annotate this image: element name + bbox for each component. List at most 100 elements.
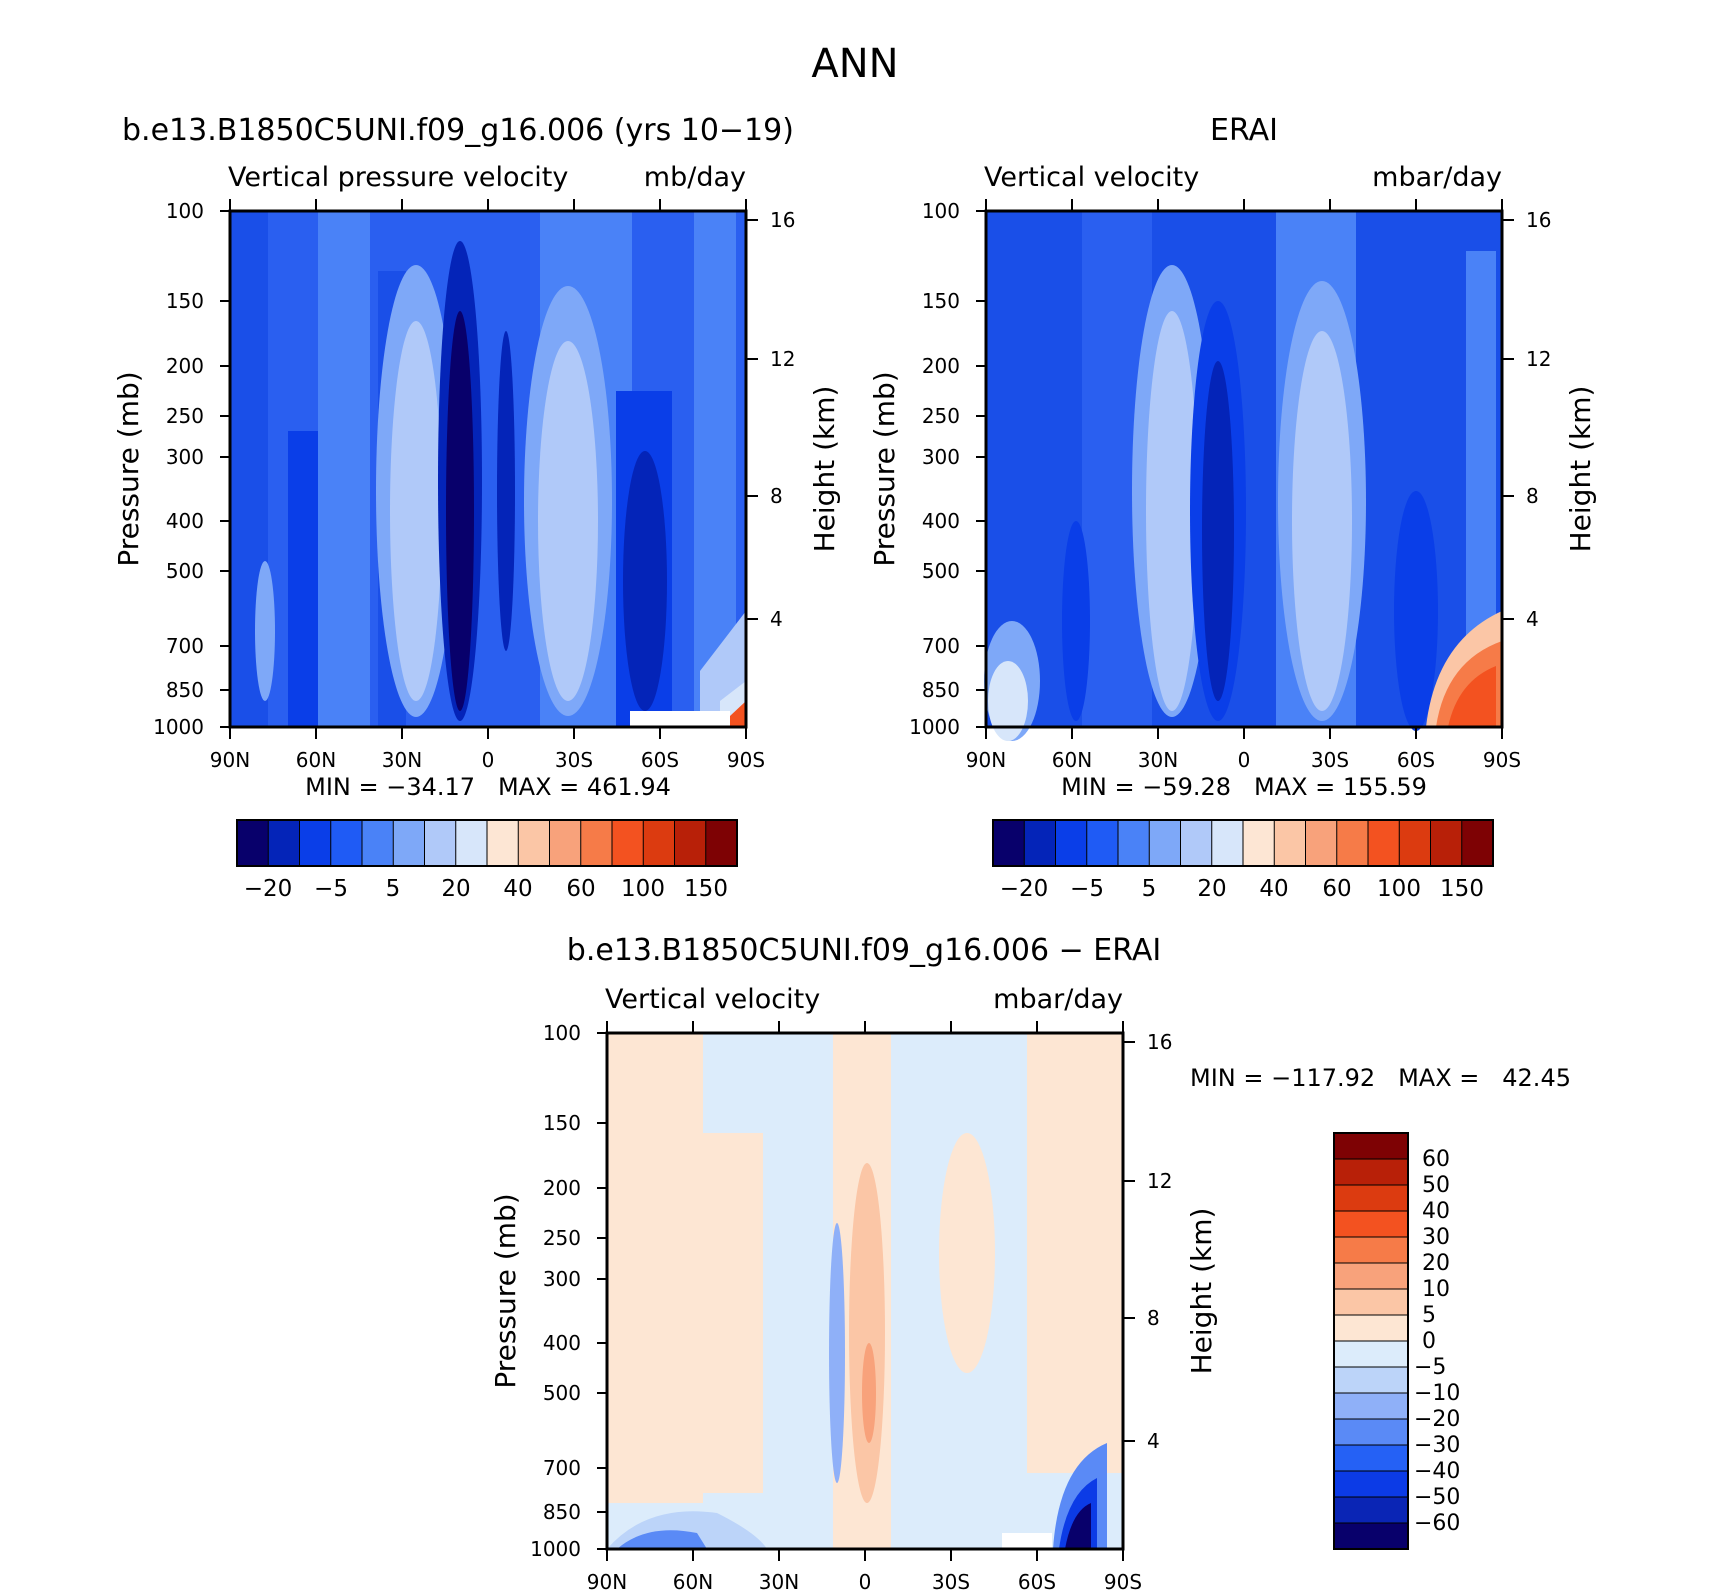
colorbar-cell — [299, 819, 332, 867]
colorbar-label: 5 — [1142, 876, 1157, 902]
y-axis-left: 100 150 200 250 300 400 500 700 850 1000 — [909, 199, 986, 739]
y-tick-label: 100 — [922, 199, 960, 223]
colorbar-cell — [1333, 1288, 1409, 1316]
y-tick-label: 200 — [922, 354, 960, 378]
contour-band — [538, 341, 598, 701]
x-tick-label: 60S — [1397, 748, 1435, 772]
colorbar-label: 60 — [566, 876, 595, 902]
contour-band — [1065, 1503, 1091, 1549]
panel-model-title: b.e13.B1850C5UNI.f09_g16.006 (yrs 10−19) — [122, 113, 794, 148]
y-tick-label: 1000 — [909, 715, 960, 739]
colorbar-cell — [1023, 819, 1057, 867]
contour-band — [862, 1343, 876, 1443]
contour-band — [288, 431, 318, 727]
colorbar-cell — [1336, 819, 1369, 867]
y-tick-label: 200 — [543, 1176, 581, 1200]
minmax-label: MIN = −34.17 MAX = 461.94 — [305, 773, 671, 801]
contour-band — [497, 331, 515, 651]
x-tick-label: 30S — [1311, 748, 1349, 772]
colorbar-cell — [1242, 819, 1276, 867]
y-tick-label: 850 — [543, 1500, 581, 1524]
y2-tick-label: 4 — [1147, 1429, 1160, 1453]
colorbar-cell — [1333, 1470, 1409, 1498]
y2-tick-label: 16 — [1147, 1030, 1172, 1054]
colorbar-cell — [1305, 819, 1338, 867]
colorbar-label: 40 — [1422, 1199, 1450, 1224]
colorbar-cell — [1333, 1262, 1409, 1290]
y-tick-label: 150 — [922, 289, 960, 313]
colorbar-label: 100 — [1377, 876, 1421, 902]
contour-fill — [230, 211, 746, 727]
y2-tick-label: 12 — [1147, 1169, 1172, 1193]
colorbar-cell — [455, 819, 488, 867]
x-tick-label: 60N — [1052, 748, 1092, 772]
colorbar-label: 30 — [1422, 1225, 1450, 1250]
y-tick-label: 100 — [166, 199, 204, 223]
colorbar-cell — [1333, 1340, 1409, 1368]
contour-band — [1062, 521, 1090, 721]
colorbar-cell — [1333, 1158, 1409, 1186]
y2-tick-label: 8 — [1147, 1306, 1160, 1330]
colorbar-cell — [1333, 1236, 1409, 1264]
colorbar-label: 40 — [1259, 876, 1288, 902]
x-axis: 90N 60N 30N 0 30S 60S 90S — [966, 199, 1521, 772]
x-tick-label: 90S — [1104, 1570, 1142, 1594]
colorbar-cell — [549, 819, 582, 867]
contour-band — [390, 321, 442, 701]
figure-title: ANN — [811, 41, 898, 87]
x-axis: 90N 60N 30N 0 30S 60S 90S — [587, 1021, 1142, 1594]
contour-band — [988, 661, 1028, 741]
y-tick-label: 250 — [922, 404, 960, 428]
x-tick-label: 0 — [482, 748, 495, 772]
colorbar-label: 20 — [1422, 1251, 1450, 1276]
x-tick-label: 30N — [1138, 748, 1178, 772]
y-axis-right: 16 12 8 4 — [1123, 1030, 1172, 1453]
y-tick-label: 400 — [543, 1331, 581, 1355]
colorbar-cell — [267, 819, 301, 867]
contour-band — [1146, 311, 1198, 711]
y-tick-label: 700 — [166, 634, 204, 658]
x-tick-label: 30N — [382, 748, 422, 772]
panel-model: b.e13.B1850C5UNI.f09_g16.006 (yrs 10−19)… — [112, 113, 841, 902]
colorbar-label: 60 — [1422, 1147, 1450, 1172]
colorbar-cell — [1055, 819, 1088, 867]
y2-axis-label: Height (km) — [1564, 386, 1597, 553]
y-axis-left: 100 150 200 250 300 400 500 700 850 1000 — [153, 199, 230, 739]
colorbar-cell — [1333, 1314, 1409, 1342]
colorbar-label: 100 — [621, 876, 665, 902]
colorbar-cell — [236, 819, 270, 867]
colorbar-cell — [424, 819, 457, 867]
colorbar-cell — [611, 819, 645, 867]
panel-diff-title: b.e13.B1850C5UNI.f09_g16.006 − ERAI — [567, 933, 1161, 968]
colorbar-label: 150 — [684, 876, 728, 902]
y-tick-label: 850 — [166, 678, 204, 702]
colorbar-frame — [992, 819, 1494, 867]
contour-band — [1292, 331, 1352, 711]
y2-tick-label: 8 — [770, 484, 783, 508]
x-tick-label: 90S — [1483, 748, 1521, 772]
colorbar-label: 150 — [1440, 876, 1484, 902]
panel-obs-subtitle-left: Vertical velocity — [984, 162, 1199, 193]
colorbar-cell — [1333, 1392, 1409, 1420]
contour-band — [829, 1223, 845, 1483]
y-tick-label: 850 — [922, 678, 960, 702]
colorbar-cell — [517, 819, 551, 867]
y2-tick-label: 16 — [770, 208, 795, 232]
colorbar-cell — [1180, 819, 1213, 867]
y2-tick-label: 8 — [1526, 484, 1539, 508]
y2-tick-label: 12 — [770, 347, 795, 371]
y-axis-right: 16 12 8 4 — [1502, 208, 1551, 631]
colorbar-cell — [1333, 1210, 1409, 1238]
colorbar-frame — [1333, 1132, 1409, 1550]
contour-band — [703, 1133, 763, 1493]
colorbar-label: 60 — [1322, 876, 1351, 902]
colorbar-label: −5 — [1414, 1355, 1446, 1380]
colorbar-obs: −20 −5 5 20 40 60 100 150 — [992, 819, 1494, 902]
y-tick-label: 400 — [166, 509, 204, 533]
colorbar-label: 20 — [1197, 876, 1226, 902]
colorbar-label: −40 — [1414, 1459, 1460, 1484]
contour-band — [730, 701, 746, 727]
colorbar-cell — [1333, 1132, 1409, 1160]
colorbar-label: −5 — [1070, 876, 1104, 902]
